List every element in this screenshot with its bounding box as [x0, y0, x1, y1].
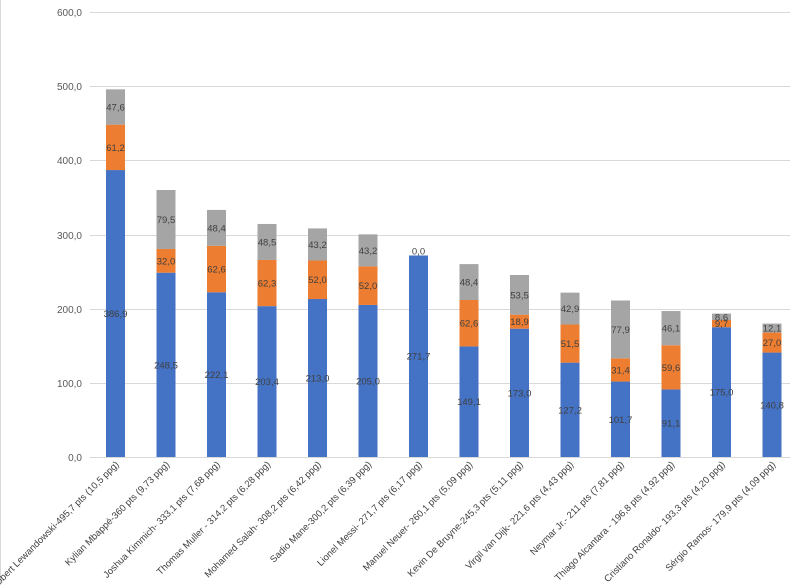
- y-tick-label: 200,0: [57, 305, 82, 316]
- bars: [106, 89, 782, 457]
- data-label: 52,0: [359, 281, 378, 292]
- y-tick-label: 100,0: [57, 379, 82, 390]
- data-label: 101,7: [609, 415, 633, 426]
- bar-segment-gray: [156, 190, 176, 249]
- bar-segment-blue: [358, 304, 378, 457]
- bar-segment-gray: [106, 89, 125, 125]
- data-label: 27,0: [763, 338, 782, 349]
- bar-segment-gray: [510, 274, 529, 315]
- data-label: 222,1: [205, 370, 229, 381]
- data-label: 47,6: [106, 103, 125, 114]
- bar-segment-orange: [762, 332, 782, 353]
- bar-segment-orange: [106, 124, 125, 171]
- y-axis-ticks: 0,0 100,0 200,0 300,0 400,0 500,0 600,0: [57, 8, 82, 464]
- data-label: 48,4: [207, 223, 226, 234]
- y-tick-label: 400,0: [57, 156, 82, 167]
- data-label: 12,1: [763, 324, 782, 335]
- bar-segment-gray: [308, 228, 327, 261]
- bar-segment-blue: [156, 272, 176, 457]
- data-label: 127,2: [558, 405, 582, 416]
- data-label: 48,5: [258, 237, 277, 248]
- bar-segment-blue: [459, 346, 479, 457]
- data-label: 9,7: [715, 319, 728, 330]
- data-label: 173,0: [508, 388, 532, 399]
- bar-segment-blue: [257, 306, 277, 457]
- bar-segment-gray: [459, 264, 479, 300]
- data-label: 175,0: [710, 388, 734, 399]
- data-label: 59,6: [662, 363, 681, 374]
- data-label: 140,8: [760, 400, 784, 411]
- bar-segment-blue: [106, 170, 125, 457]
- bar-segment-gray: [560, 292, 580, 325]
- data-label: 46,1: [662, 324, 681, 335]
- y-tick-label: 500,0: [57, 82, 82, 93]
- bar-segment-gray: [661, 311, 681, 346]
- bar-segment-gray: [762, 323, 782, 333]
- bar-segment-gray: [712, 313, 731, 321]
- y-tick-label: 600,0: [57, 8, 82, 19]
- data-label: 386,9: [104, 309, 128, 320]
- bar-segment-orange: [207, 245, 226, 293]
- bar-segment-gray: [207, 209, 226, 246]
- y-tick-label: 300,0: [57, 231, 82, 242]
- data-label: 42,9: [561, 304, 580, 315]
- bar-segment-orange: [308, 260, 327, 300]
- data-label: 62,3: [258, 279, 277, 290]
- bar-segment-orange: [661, 345, 681, 390]
- data-label: 77,9: [611, 325, 630, 336]
- data-label: 51,5: [561, 339, 580, 350]
- data-label: 53,5: [510, 290, 529, 301]
- data-label: 62,6: [460, 319, 479, 330]
- data-label: 62,6: [207, 265, 226, 276]
- data-label: 203,4: [255, 377, 279, 388]
- bar-segment-orange: [712, 320, 731, 328]
- data-label: 271,7: [407, 352, 431, 363]
- data-label: 48,4: [460, 278, 479, 289]
- data-label: 8,6: [715, 312, 728, 323]
- bar-segment-gray: [257, 223, 277, 260]
- data-labels: 386,9 61,2 47,6 248,5 32,0 79,5 222,1 62,6 48,4 2…: [104, 103, 784, 430]
- gridlines: [90, 12, 790, 458]
- data-label: 248,5: [154, 360, 178, 371]
- data-label: 43,2: [308, 240, 327, 251]
- bar-segment-blue: [510, 328, 529, 457]
- bar-segment-gray: [611, 300, 630, 359]
- data-label: 213,0: [306, 374, 330, 385]
- bar-segment-gray: [358, 234, 378, 267]
- data-label: 205,0: [356, 376, 380, 387]
- bar-segment-blue: [661, 389, 681, 457]
- bar-segment-blue: [308, 299, 327, 457]
- bar-segment-blue: [207, 292, 226, 457]
- bar-segment-orange: [257, 259, 277, 307]
- data-label: 149,1: [457, 397, 481, 408]
- bar-segment-orange: [459, 299, 479, 347]
- y-tick-label: 0,0: [68, 453, 82, 464]
- bar-segment-blue: [762, 352, 782, 457]
- data-label: 91,1: [662, 419, 681, 430]
- data-label: 0,0: [412, 246, 425, 257]
- data-label: 52,0: [308, 275, 327, 286]
- data-label: 32,0: [157, 256, 176, 267]
- bar-segment-blue: [611, 381, 630, 457]
- bar-segment-orange: [611, 358, 630, 382]
- data-label: 18,9: [510, 317, 529, 328]
- bar-segment-orange: [358, 266, 378, 305]
- bar-segment-blue: [560, 362, 580, 457]
- data-label: 43,2: [359, 246, 378, 257]
- bar-segment-orange: [560, 324, 580, 363]
- bar-segment-orange: [510, 314, 529, 329]
- data-label: 61,2: [106, 143, 125, 154]
- data-label: 79,5: [157, 215, 176, 226]
- bar-segment-orange: [156, 248, 176, 273]
- data-label: 31,4: [611, 365, 630, 376]
- bar-segment-blue: [409, 255, 428, 457]
- bar-segment-blue: [712, 327, 731, 457]
